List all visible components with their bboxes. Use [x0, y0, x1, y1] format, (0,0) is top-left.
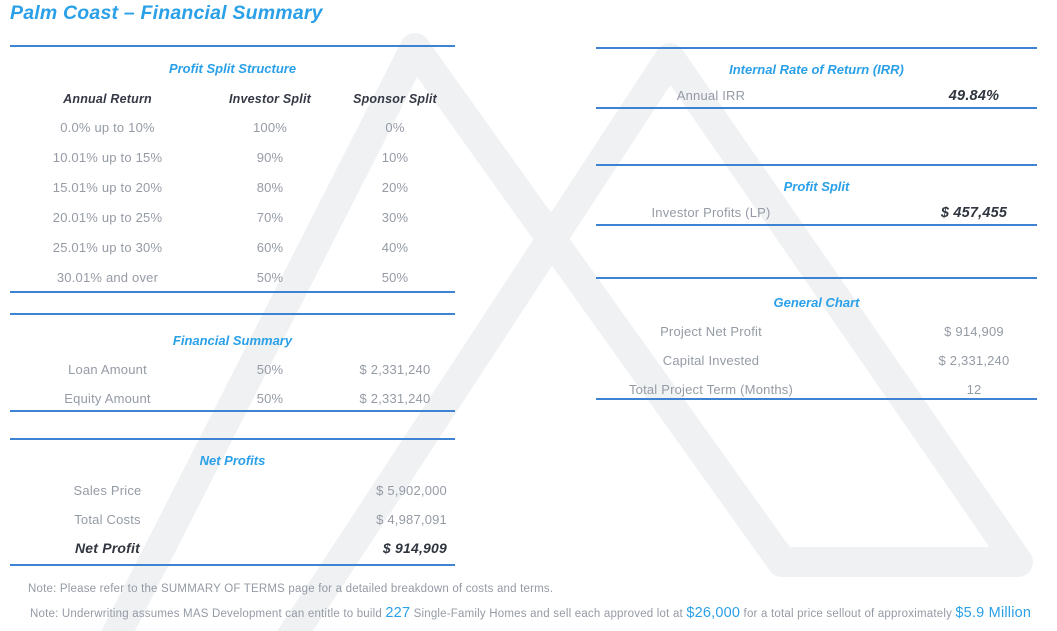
divider [596, 398, 1037, 400]
row-label: Project Net Profit [660, 324, 762, 339]
row-percent: 50% [256, 391, 284, 406]
table-row: Investor Profits (LP) $ 457,455 [596, 202, 1037, 224]
row-label: Total Project Term (Months) [628, 382, 794, 397]
row-label: Loan Amount [68, 362, 147, 377]
section-heading-profit-split-structure: Profit Split Structure [168, 61, 297, 76]
investor-split-value: 70% [256, 210, 284, 225]
table-row: Net Profit $ 914,909 [10, 534, 455, 563]
footnote-text: Note: Underwriting assumes MAS Developme… [30, 608, 386, 620]
table-row: Sales Price $ 5,902,000 [10, 476, 455, 505]
footnote-underwriting: Note: Underwriting assumes MAS Developme… [30, 602, 1031, 625]
column-header-sponsor-split: Sponsor Split [353, 92, 437, 106]
divider [10, 291, 455, 293]
annual-irr-label: Annual IRR [676, 88, 746, 103]
row-value: 12 [966, 382, 982, 397]
annual-return-value: 30.01% and over [56, 270, 159, 285]
sponsor-split-value: 30% [381, 210, 409, 225]
section-heading-net-profits: Net Profits [199, 453, 266, 468]
row-amount: $ 5,902,000 [376, 483, 447, 498]
sponsor-split-value: 0% [385, 120, 405, 135]
divider [10, 564, 455, 566]
divider [596, 47, 1037, 49]
table-row: Equity Amount 50% $ 2,331,240 [10, 384, 455, 413]
annual-return-value: 15.01% up to 20% [52, 180, 163, 195]
row-value: $ 914,909 [944, 324, 1004, 339]
row-value: $ 2,331,240 [938, 353, 1010, 368]
section-heading-profit-split: Profit Split [783, 179, 850, 194]
table-row: Project Net Profit $ 914,909 [596, 317, 1037, 346]
row-label: Sales Price [73, 483, 142, 498]
divider [596, 107, 1037, 109]
divider [10, 313, 455, 315]
annual-return-value: 20.01% up to 25% [52, 210, 163, 225]
investor-split-value: 50% [256, 270, 284, 285]
table-row: Total Costs $ 4,987,091 [10, 505, 455, 534]
row-amount: $ 2,331,240 [359, 362, 431, 377]
table-row: Annual IRR 49.84% [596, 85, 1037, 107]
profit-split-structure-header-row: Annual Return Investor Split Sponsor Spl… [10, 88, 455, 110]
section-heading-financial-summary: Financial Summary [172, 333, 293, 348]
table-row: 10.01% up to 15% 90% 10% [10, 143, 455, 173]
sponsor-split-value: 10% [381, 150, 409, 165]
divider [10, 438, 455, 440]
table-row: 20.01% up to 25% 70% 30% [10, 203, 455, 233]
table-row: 30.01% and over 50% 50% [10, 263, 455, 293]
row-label: Capital Invested [662, 353, 760, 368]
sellout-total-highlight: $5.9 Million [955, 605, 1032, 621]
row-amount: $ 2,331,240 [359, 391, 431, 406]
annual-return-value: 10.01% up to 15% [52, 150, 163, 165]
section-heading-irr: Internal Rate of Return (IRR) [729, 62, 904, 77]
table-row: Capital Invested $ 2,331,240 [596, 346, 1037, 375]
row-percent: 50% [256, 362, 284, 377]
homes-count-highlight: 227 [385, 605, 411, 621]
row-label: Equity Amount [64, 391, 151, 406]
divider [596, 277, 1037, 279]
row-label: Total Costs [74, 512, 141, 527]
row-label-net-profit: Net Profit [75, 540, 140, 556]
investor-split-value: 90% [256, 150, 284, 165]
divider [10, 410, 455, 412]
sponsor-split-value: 20% [381, 180, 409, 195]
investor-split-value: 60% [256, 240, 284, 255]
annual-return-value: 0.0% up to 10% [60, 120, 155, 135]
table-row: Total Project Term (Months) 12 [596, 375, 1037, 404]
investor-profits-label: Investor Profits (LP) [651, 205, 771, 220]
row-amount: $ 4,987,091 [376, 512, 447, 527]
investor-split-value: 80% [256, 180, 284, 195]
page-title: Palm Coast – Financial Summary [10, 2, 323, 24]
annual-irr-value: 49.84% [948, 88, 1000, 104]
footnote-summary-of-terms: Note: Please refer to the SUMMARY OF TER… [28, 583, 554, 595]
sponsor-split-value: 50% [381, 270, 409, 285]
lot-price-highlight: $26,000 [686, 605, 741, 621]
annual-return-value: 25.01% up to 30% [52, 240, 163, 255]
footnote-text: for a total price sellout of approximate… [740, 608, 956, 620]
section-heading-general-chart: General Chart [773, 295, 860, 310]
row-amount-net-profit: $ 914,909 [382, 540, 447, 556]
investor-split-value: 100% [252, 120, 288, 135]
column-header-annual-return: Annual Return [63, 92, 152, 106]
footnote-text: Single-Family Homes and sell each approv… [410, 608, 687, 620]
table-row: 0.0% up to 10% 100% 0% [10, 113, 455, 143]
table-row: 25.01% up to 30% 60% 40% [10, 233, 455, 263]
table-row: 15.01% up to 20% 80% 20% [10, 173, 455, 203]
divider [10, 45, 455, 47]
sponsor-split-value: 40% [381, 240, 409, 255]
investor-profits-value: $ 457,455 [940, 205, 1008, 221]
divider [596, 164, 1037, 166]
column-header-investor-split: Investor Split [229, 92, 311, 106]
table-row: Loan Amount 50% $ 2,331,240 [10, 355, 455, 384]
divider [596, 224, 1037, 226]
